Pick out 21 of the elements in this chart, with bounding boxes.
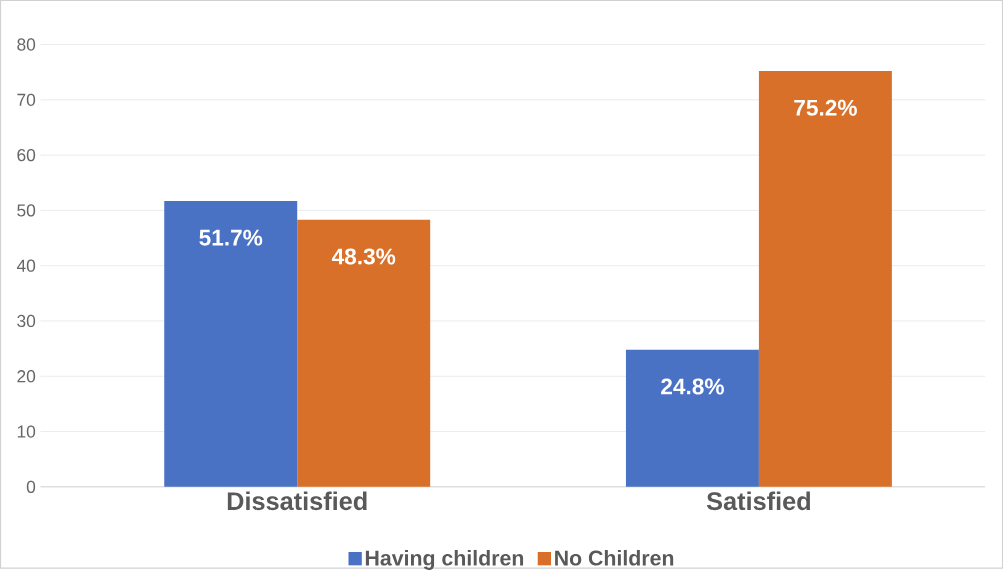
x-tick-label: Satisfied <box>706 491 810 511</box>
legend-label: Having children <box>365 550 524 571</box>
data-label: 51.7% <box>199 229 263 246</box>
bar <box>758 71 892 487</box>
data-label: 48.3% <box>331 248 396 265</box>
bar <box>164 201 298 487</box>
legend-label: No Children <box>555 550 674 566</box>
y-tick-label: 70 <box>17 93 36 107</box>
y-tick-label: 60 <box>17 149 36 162</box>
y-tick-label: 0 <box>26 480 36 494</box>
y-tick-label: 40 <box>16 259 36 272</box>
y-tick-label: 10 <box>17 425 36 438</box>
y-tick-label: 80 <box>17 38 36 51</box>
data-label: 24.8% <box>661 378 724 395</box>
y-tick-label: 20 <box>17 370 36 383</box>
data-label: 75.2% <box>794 99 857 116</box>
bar <box>625 349 759 487</box>
y-tick-label: 50 <box>17 204 36 217</box>
bar <box>297 219 431 487</box>
y-tick-label: 30 <box>17 314 36 328</box>
x-tick-label: Dissatisfied <box>227 491 367 511</box>
